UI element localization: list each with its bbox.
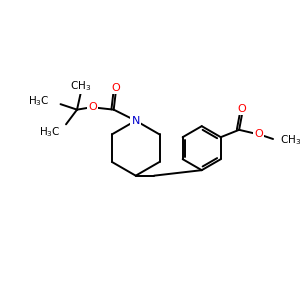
Text: O: O [254, 129, 263, 140]
Text: O: O [88, 102, 97, 112]
Text: O: O [238, 104, 246, 114]
Text: H$_3$C: H$_3$C [39, 125, 61, 139]
Text: CH$_3$: CH$_3$ [70, 79, 91, 93]
Text: H$_3$C: H$_3$C [28, 94, 50, 108]
Text: O: O [111, 82, 120, 93]
Text: CH$_3$: CH$_3$ [280, 133, 300, 147]
Text: N: N [131, 116, 140, 126]
